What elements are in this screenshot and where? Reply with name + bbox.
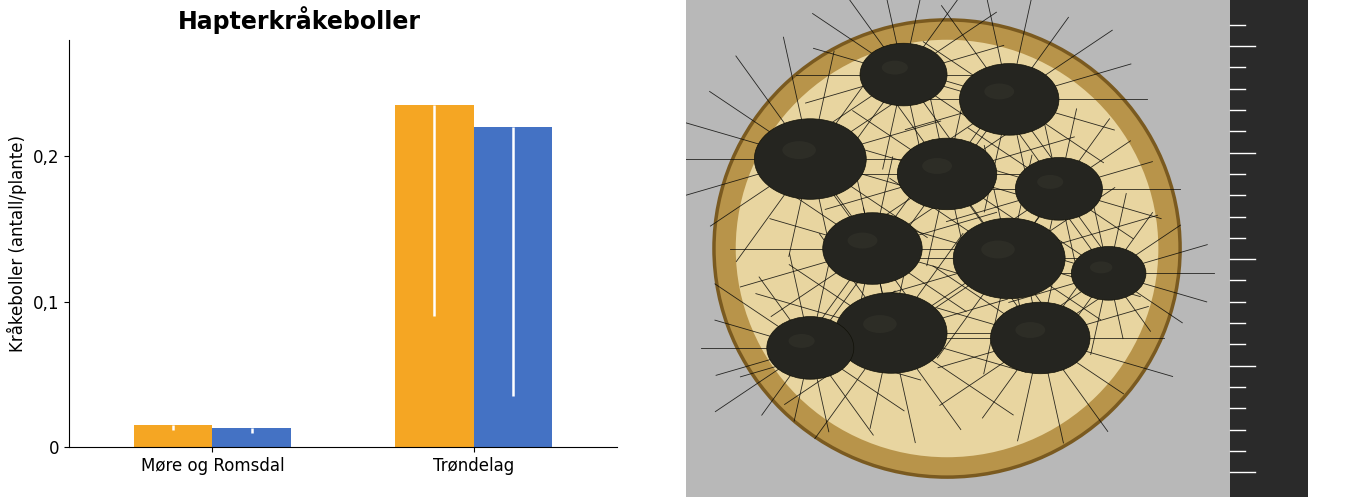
Ellipse shape xyxy=(767,317,853,379)
Ellipse shape xyxy=(959,64,1059,135)
Bar xyxy=(1229,0,1308,497)
Ellipse shape xyxy=(1015,158,1103,220)
Ellipse shape xyxy=(991,302,1089,374)
Ellipse shape xyxy=(1015,322,1045,338)
Ellipse shape xyxy=(1072,247,1146,300)
Ellipse shape xyxy=(860,43,947,106)
Ellipse shape xyxy=(984,83,1014,99)
Ellipse shape xyxy=(1089,261,1113,273)
Y-axis label: Kråkeboller (antall/plante): Kråkeboller (antall/plante) xyxy=(7,135,27,352)
Ellipse shape xyxy=(755,119,866,199)
Ellipse shape xyxy=(789,334,815,348)
Ellipse shape xyxy=(882,61,908,75)
Ellipse shape xyxy=(782,141,816,159)
Ellipse shape xyxy=(1037,175,1063,189)
Ellipse shape xyxy=(922,158,952,174)
Bar xyxy=(213,428,291,447)
Ellipse shape xyxy=(823,213,922,284)
Bar xyxy=(134,425,213,447)
Ellipse shape xyxy=(981,241,1015,258)
Ellipse shape xyxy=(836,293,947,373)
Ellipse shape xyxy=(735,40,1158,457)
Ellipse shape xyxy=(863,315,897,333)
Ellipse shape xyxy=(954,218,1065,299)
Legend: 2022, 2024: 2022, 2024 xyxy=(718,41,816,113)
Title: Hapterkråkeboller: Hapterkråkeboller xyxy=(177,6,421,34)
Bar xyxy=(686,0,1233,497)
Ellipse shape xyxy=(848,233,878,248)
Bar xyxy=(395,105,473,447)
Bar xyxy=(473,127,552,447)
Ellipse shape xyxy=(897,138,996,210)
Ellipse shape xyxy=(713,20,1180,477)
